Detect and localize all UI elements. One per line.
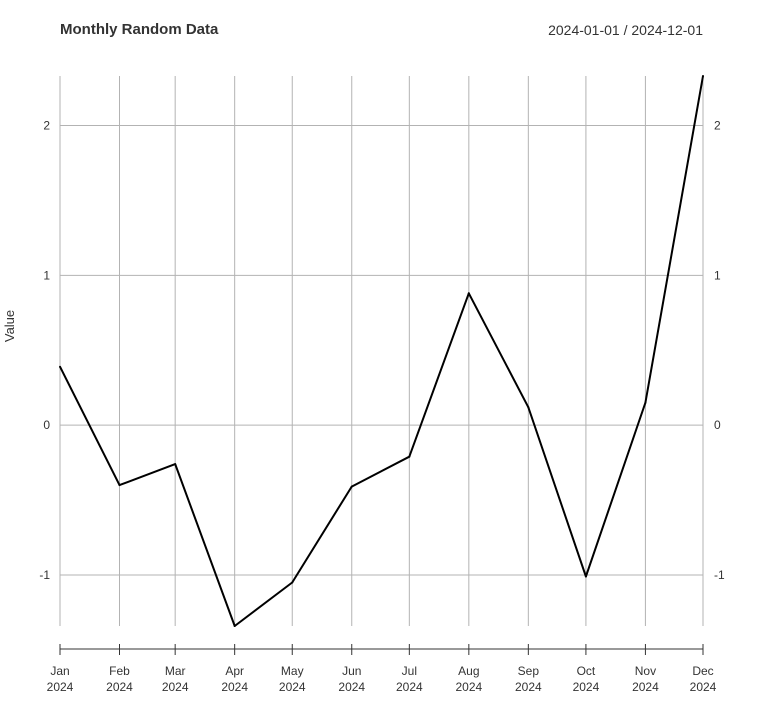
x-tick-label-month: Jul (402, 664, 417, 678)
x-tick-label-year: 2024 (47, 680, 74, 694)
data-point (408, 455, 411, 458)
data-point (644, 401, 647, 404)
data-point (59, 365, 61, 368)
x-tick-label-year: 2024 (221, 680, 248, 694)
data-point (350, 485, 353, 488)
y-axis-label: Value (2, 310, 17, 342)
x-tick-label-year: 2024 (573, 680, 600, 694)
chart-title: Monthly Random Data (60, 21, 219, 38)
data-point (702, 75, 704, 77)
data-point (118, 484, 121, 487)
data-point (467, 292, 470, 295)
y-tick-label-right: 0 (714, 418, 721, 432)
x-tick-label-month: May (281, 664, 304, 678)
data-point (527, 406, 530, 409)
x-tick-label-year: 2024 (515, 680, 542, 694)
x-tick-label-month: Sep (518, 664, 540, 678)
x-tick-label-year: 2024 (106, 680, 133, 694)
x-tick-label-month: Dec (692, 664, 713, 678)
x-tick-label-year: 2024 (455, 680, 482, 694)
y-tick-label-left: 2 (43, 118, 50, 132)
data-point (233, 625, 236, 627)
x-tick-label-year: 2024 (338, 680, 365, 694)
series-line (59, 75, 704, 627)
x-tick-label-year: 2024 (162, 680, 189, 694)
x-tick-label-month: Mar (165, 664, 186, 678)
y-tick-label-left: 0 (43, 418, 50, 432)
x-tick-label-month: Nov (635, 664, 656, 678)
y-tick-label-left: 1 (43, 268, 50, 282)
data-point (291, 581, 294, 584)
y-tick-label-right: 2 (714, 118, 721, 132)
x-tick-label-month: Feb (109, 664, 130, 678)
x-tick-label-year: 2024 (690, 680, 717, 694)
data-point (174, 463, 177, 466)
y-axis-right: -1 0 1 2 (714, 118, 725, 582)
x-axis: Jan 2024 Feb 2024 Mar 2024 Apr 2024 May 2024 Jun 20… (47, 644, 717, 694)
x-tick-label-month: Jan (50, 664, 69, 678)
x-tick-label-year: 2024 (396, 680, 423, 694)
y-tick-label-right: 1 (714, 268, 721, 282)
x-tick-label-year: 2024 (279, 680, 306, 694)
series (59, 75, 704, 627)
x-tick-label-month: Oct (577, 664, 596, 678)
x-tick-label-month: Aug (458, 664, 479, 678)
y-axis-left: -1 0 1 2 (39, 118, 50, 582)
x-tick-label-year: 2024 (632, 680, 659, 694)
data-point (584, 575, 587, 578)
x-tick-label-month: Apr (225, 664, 244, 678)
date-range: 2024-01-01 / 2024-12-01 (548, 22, 703, 38)
grid (59, 76, 704, 626)
x-tick-label-month: Jun (342, 664, 361, 678)
y-tick-label-right: -1 (714, 568, 725, 582)
y-tick-label-left: -1 (39, 568, 50, 582)
